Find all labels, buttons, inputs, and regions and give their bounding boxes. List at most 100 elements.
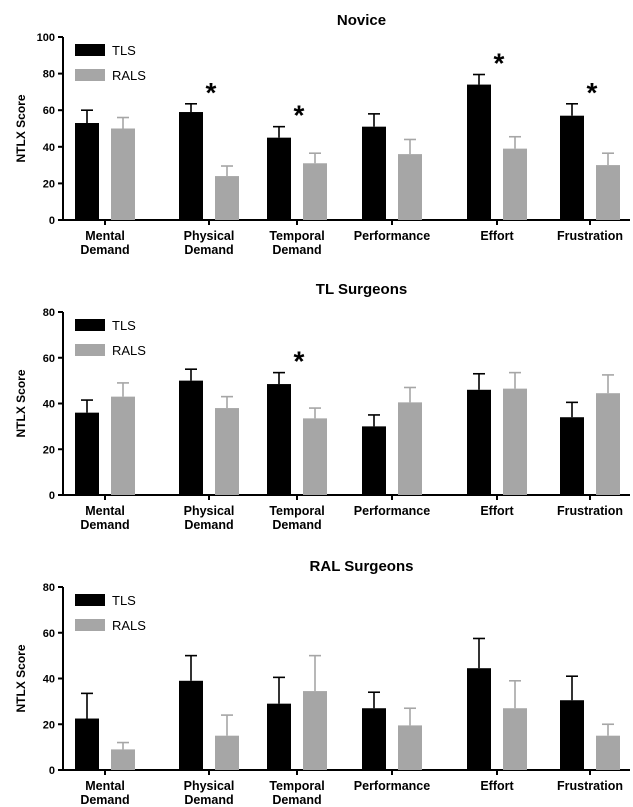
x-tick-label: Frustration — [557, 779, 623, 793]
legend-swatch-tls — [75, 319, 105, 331]
bar-rals-5 — [596, 735, 620, 770]
bar-tls-4 — [467, 389, 491, 495]
bar-tls-3 — [362, 126, 386, 220]
bar-tls-0 — [75, 718, 99, 770]
bar-rals-3 — [398, 154, 422, 220]
bar-tls-5 — [560, 700, 584, 770]
y-axis-label: NTLX Score — [14, 369, 28, 437]
bar-rals-2 — [303, 163, 327, 220]
x-tick-label: Effort — [480, 504, 514, 518]
bar-tls-0 — [75, 412, 99, 495]
y-tick-label: 100 — [37, 32, 55, 44]
y-tick-label: 0 — [49, 490, 55, 502]
significance-marker: * — [587, 77, 598, 108]
x-tick-label: Physical — [184, 229, 235, 243]
bar-rals-0 — [111, 396, 135, 495]
y-tick-label: 20 — [43, 719, 55, 731]
significance-marker: * — [294, 346, 305, 377]
y-tick-label: 0 — [49, 765, 55, 777]
y-tick-label: 80 — [43, 69, 55, 81]
bar-rals-1 — [215, 176, 239, 220]
bar-rals-0 — [111, 128, 135, 220]
legend-label-tls: TLS — [112, 593, 136, 608]
bar-rals-4 — [503, 388, 527, 495]
bar-tls-3 — [362, 426, 386, 495]
chart-title: TL Surgeons — [316, 281, 407, 298]
significance-marker: * — [494, 48, 505, 79]
x-tick-label: Demand — [80, 518, 129, 532]
x-tick-label: Temporal — [269, 779, 324, 793]
bar-tls-5 — [560, 417, 584, 495]
bar-tls-1 — [179, 112, 203, 220]
x-tick-label: Demand — [80, 793, 129, 807]
significance-marker: * — [294, 100, 305, 131]
bar-tls-1 — [179, 380, 203, 495]
x-tick-label: Temporal — [269, 229, 324, 243]
x-tick-label: Demand — [272, 243, 321, 257]
y-axis-label: NTLX Score — [14, 94, 28, 162]
significance-marker: * — [206, 77, 217, 108]
legend-label-tls: TLS — [112, 43, 136, 58]
bar-rals-2 — [303, 418, 327, 495]
panel-tl-surgeons: TL Surgeons NTLX Score TLS RALS 0 20 40 60 8… — [14, 281, 630, 532]
bar-tls-2 — [267, 384, 291, 495]
bar-rals-4 — [503, 708, 527, 770]
panel-ral-surgeons: RAL Surgeons NTLX Score TLS RALS 0 20 40 60… — [14, 558, 630, 807]
bar-rals-5 — [596, 393, 620, 495]
x-tick-label: Frustration — [557, 504, 623, 518]
bar-tls-3 — [362, 708, 386, 770]
y-tick-label: 60 — [43, 628, 55, 640]
x-tick-label: Mental — [85, 779, 125, 793]
bar-rals-0 — [111, 749, 135, 770]
legend-swatch-tls — [75, 44, 105, 56]
x-tick-label: Demand — [80, 243, 129, 257]
bar-rals-1 — [215, 735, 239, 770]
x-tick-label: Demand — [184, 793, 233, 807]
bar-rals-3 — [398, 725, 422, 770]
x-tick-label: Demand — [272, 518, 321, 532]
y-tick-label: 40 — [43, 399, 55, 411]
bar-rals-2 — [303, 691, 327, 770]
x-tick-label: Performance — [354, 504, 430, 518]
x-tick-label: Physical — [184, 504, 235, 518]
bar-tls-2 — [267, 703, 291, 770]
y-tick-label: 80 — [43, 582, 55, 594]
bar-tls-1 — [179, 680, 203, 770]
legend-label-rals: RALS — [112, 68, 146, 83]
y-tick-label: 60 — [43, 105, 55, 117]
y-tick-label: 20 — [43, 444, 55, 456]
bar-tls-4 — [467, 668, 491, 770]
x-tick-label: Mental — [85, 504, 125, 518]
x-tick-label: Temporal — [269, 504, 324, 518]
y-tick-label: 60 — [43, 353, 55, 365]
bar-tls-4 — [467, 84, 491, 220]
bar-rals-3 — [398, 402, 422, 495]
x-tick-label: Performance — [354, 779, 430, 793]
x-tick-label: Demand — [184, 243, 233, 257]
x-tick-label: Effort — [480, 229, 514, 243]
x-tick-label: Performance — [354, 229, 430, 243]
legend-swatch-rals — [75, 344, 105, 356]
chart-title: Novice — [337, 12, 386, 29]
bar-rals-1 — [215, 408, 239, 495]
y-tick-label: 0 — [49, 215, 55, 227]
x-tick-label: Demand — [184, 518, 233, 532]
bar-tls-2 — [267, 137, 291, 220]
legend-label-rals: RALS — [112, 618, 146, 633]
y-axis-label: NTLX Score — [14, 644, 28, 712]
x-tick-label: Frustration — [557, 229, 623, 243]
legend-label-tls: TLS — [112, 318, 136, 333]
legend-label-rals: RALS — [112, 343, 146, 358]
y-tick-label: 40 — [43, 674, 55, 686]
bar-tls-0 — [75, 123, 99, 220]
bar-rals-4 — [503, 148, 527, 220]
bar-rals-5 — [596, 165, 620, 220]
legend-swatch-rals — [75, 69, 105, 81]
y-tick-label: 20 — [43, 178, 55, 190]
bar-tls-5 — [560, 115, 584, 220]
panel-novice: Novice NTLX Score TLS RALS 0 20 40 60 80 100 M… — [14, 12, 630, 257]
legend-swatch-tls — [75, 594, 105, 606]
x-tick-label: Mental — [85, 229, 125, 243]
legend-swatch-rals — [75, 619, 105, 631]
